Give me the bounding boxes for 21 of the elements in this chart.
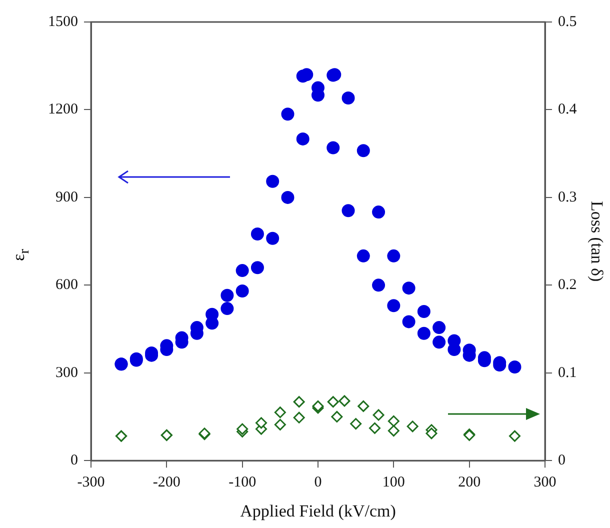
y-tick-label: 900 [56, 189, 78, 206]
x-axis-title: Applied Field (kV/cm) [240, 501, 396, 520]
y2-axis-title: Loss (tan δ) [587, 200, 606, 282]
y-tick-label: 1200 [48, 102, 78, 118]
y2-tick-label: 0.4 [558, 102, 578, 118]
y2-tick-label: 0.2 [558, 277, 577, 294]
x-tick-label: 300 [534, 474, 556, 491]
y2-tick-label: 0.5 [558, 14, 577, 30]
x-tick-label: -100 [228, 474, 256, 491]
x-tick-label: -300 [77, 474, 105, 491]
x-tick-label: -200 [152, 474, 180, 491]
x-tick-label: 200 [458, 474, 481, 491]
x-tick-label: 100 [382, 474, 405, 491]
y2-tick-label: 0.3 [558, 189, 577, 206]
y2-tick-label: 0 [558, 452, 566, 469]
y2-tick-label: 0.1 [558, 364, 577, 381]
y-tick-label: 600 [56, 277, 78, 294]
x-tick-label: 0 [314, 474, 322, 491]
y-tick-label: 1500 [48, 14, 78, 30]
y-tick-label: 300 [56, 364, 78, 381]
y-tick-label: 0 [70, 452, 78, 469]
